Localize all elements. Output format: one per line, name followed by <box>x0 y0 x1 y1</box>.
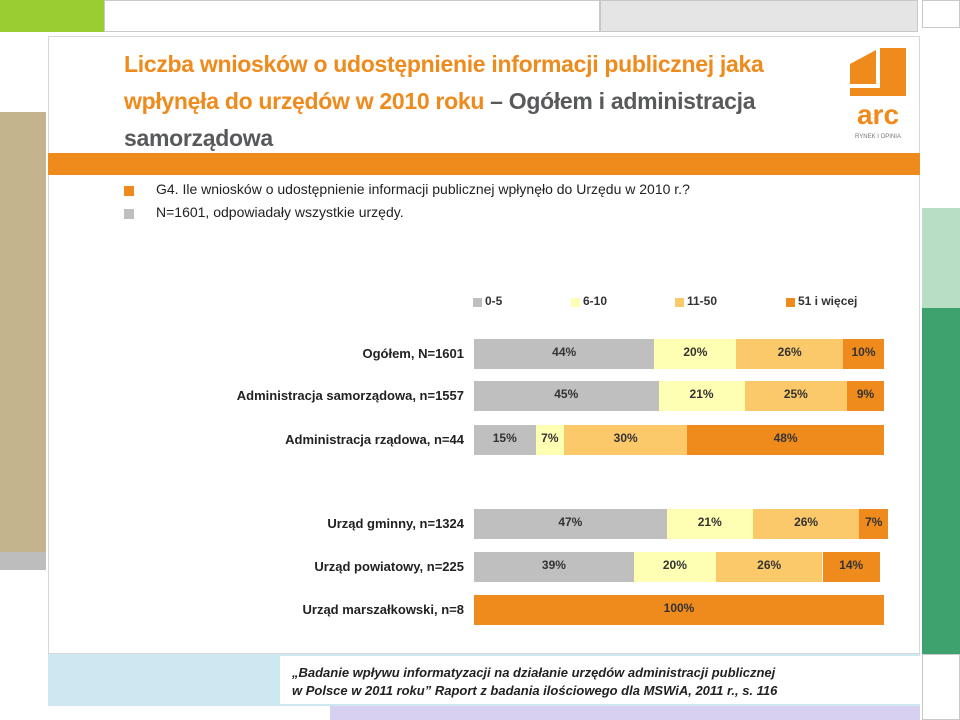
data-label: 21% <box>689 387 714 401</box>
title-divider-bar <box>48 153 920 175</box>
data-label: 45% <box>554 387 579 401</box>
category-label: Administracja rządowa, n=44 <box>285 432 464 447</box>
category-label: Administracja samorządowa, n=1557 <box>236 388 464 403</box>
data-label: 15% <box>492 431 517 445</box>
bar-segment <box>474 509 667 539</box>
legend-swatch-3 <box>786 298 795 307</box>
data-label: 39% <box>541 558 566 572</box>
legend-swatch-0 <box>473 298 482 307</box>
bar-segment <box>752 509 860 539</box>
sample-text: N=1601, odpowiadały wszystkie urzędy. <box>156 204 404 220</box>
bar-segment <box>666 509 753 539</box>
legend-label-1: 6-10 <box>583 294 608 308</box>
bar-segment <box>843 339 884 369</box>
bar-segment <box>654 339 737 369</box>
frame-block-bottom-lilac <box>330 706 920 720</box>
bar-segment <box>736 339 843 369</box>
frame-block-top-green <box>0 0 104 32</box>
legend-swatch-2 <box>675 298 684 307</box>
source-line1: „Badanie wpływu informatyzacji na działa… <box>292 665 776 680</box>
bar-segment <box>474 595 884 625</box>
frame-block-bottom-right <box>922 654 960 720</box>
bar-segment <box>535 425 565 455</box>
data-label: 21% <box>697 515 722 529</box>
title-line2-orange: wpłynęła do urzędów w 2010 roku <box>124 88 485 114</box>
logo-text: arc <box>857 99 899 130</box>
bar-segment <box>744 381 848 411</box>
legend-swatch-1 <box>571 298 580 307</box>
bar-segment <box>474 381 659 411</box>
bar-segment <box>658 381 745 411</box>
bar-segment <box>847 381 884 411</box>
data-label: 26% <box>777 345 802 359</box>
bar-segment <box>633 552 716 582</box>
data-label: 48% <box>773 431 798 445</box>
title-line1: Liczba wniosków o udostępnienie informac… <box>124 51 764 77</box>
data-label: 47% <box>558 515 583 529</box>
data-label: 25% <box>783 387 808 401</box>
data-label: 7% <box>541 431 559 445</box>
question-text: G4. Ile wniosków o udostępnienie informa… <box>156 181 690 197</box>
legend-label-2: 11-50 <box>687 294 718 308</box>
data-label: 20% <box>683 345 708 359</box>
legend-label-0: 0-5 <box>485 294 503 308</box>
data-label: 9% <box>856 387 875 401</box>
arc-logo: arc RYNEK I OPINIA <box>850 48 906 140</box>
category-label: Ogółem, N=1601 <box>362 346 464 361</box>
data-label: 7% <box>865 515 883 529</box>
data-label: 30% <box>613 431 638 445</box>
data-label: 26% <box>757 558 782 572</box>
source-line2: w Polsce w 2011 roku” Raport z badania i… <box>292 683 778 698</box>
legend-label-3: 51 i więcej <box>798 294 858 308</box>
category-label: Urząd gminny, n=1324 <box>327 516 464 531</box>
bar-segment <box>715 552 823 582</box>
frame-block-top-grey <box>600 0 918 32</box>
frame-block-left-tan <box>0 112 46 552</box>
title-line2-grey: – Ogółem i administracja <box>484 88 756 114</box>
data-label: 14% <box>839 558 864 572</box>
frame-block-top-white <box>104 0 600 32</box>
bar-segment <box>474 425 536 455</box>
category-label: Urząd powiatowy, n=225 <box>314 559 464 574</box>
logo-subtext: RYNEK I OPINIA <box>855 134 901 140</box>
frame-block-left-grey <box>0 552 46 570</box>
question-bullet-orange <box>124 186 134 196</box>
category-label: Urząd marszałkowski, n=8 <box>302 602 465 617</box>
bar-segment <box>859 509 889 539</box>
data-label: 20% <box>662 558 687 572</box>
data-label: 44% <box>552 345 577 359</box>
footer-box <box>280 656 920 704</box>
sample-bullet-grey <box>124 209 134 219</box>
slide-title: Liczba wniosków o udostępnienie informac… <box>124 46 844 157</box>
frame-block-right-green <box>922 308 960 654</box>
frame-block-right-lightgreen <box>922 208 960 308</box>
data-label: 100% <box>663 601 695 615</box>
title-line3: samorządowa <box>124 125 273 151</box>
data-label: 10% <box>851 345 876 359</box>
bar-segment <box>474 339 655 369</box>
bar-segment <box>474 552 634 582</box>
bar-segment <box>564 425 688 455</box>
source-citation: „Badanie wpływu informatyzacji na działa… <box>292 664 912 700</box>
bar-segment <box>822 552 880 582</box>
frame-block-top-right <box>922 0 960 28</box>
bar-segment <box>687 425 884 455</box>
data-label: 26% <box>794 515 819 529</box>
